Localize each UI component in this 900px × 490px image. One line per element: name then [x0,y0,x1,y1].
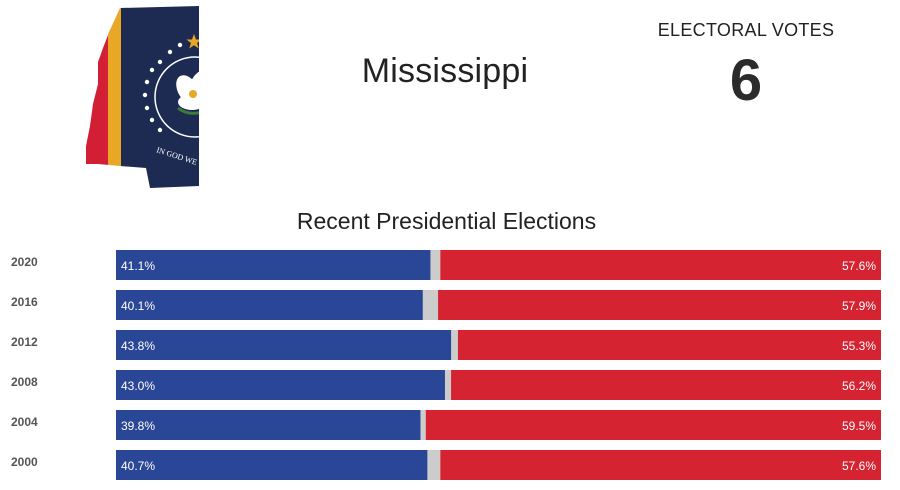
bar-rep-2016 [438,290,881,320]
mississippi-flag-map: IN GOD WE [86,6,199,188]
year-label-2016: 2016 [11,295,38,309]
electoral-votes-value: 6 [729,48,763,113]
gold-star-icon [186,34,199,49]
bar-rep-2000 [440,450,881,480]
label-rep-2004: 59.5% [842,419,876,433]
year-label-2012: 2012 [11,335,38,349]
state-name: Mississippi [361,52,529,90]
bar-dem-2020 [116,250,431,280]
year-label-2020: 2020 [11,255,38,269]
label-dem-2020: 41.1% [121,259,155,273]
magnolia-icon [176,70,199,115]
bar-rep-2012 [457,330,881,360]
chart-title: Recent Presidential Elections [296,208,597,234]
electoral-votes-label: ELECTORAL VOTES [657,20,835,40]
label-dem-2012: 43.8% [121,339,155,353]
year-label-2000: 2000 [11,455,38,469]
bar-dem-2012 [116,330,452,360]
label-rep-2008: 56.2% [842,379,876,393]
seal-ring [154,56,199,138]
star-ring [142,42,183,133]
bar-rep-2020 [440,250,881,280]
label-dem-2004: 39.8% [121,419,155,433]
label-rep-2016: 57.9% [842,299,876,313]
label-dem-2000: 40.7% [121,459,155,473]
bar-dem-2000 [116,450,428,480]
label-rep-2020: 57.6% [842,259,876,273]
label-dem-2016: 40.1% [121,299,155,313]
year-label-2004: 2004 [11,415,38,429]
bar-rep-2008 [451,370,881,400]
label-rep-2000: 57.6% [842,459,876,473]
flag-gold-stripe [108,6,121,188]
label-rep-2012: 55.3% [842,339,876,353]
bar-dem-2004 [116,410,421,440]
bar-rep-2004 [425,410,881,440]
bar-dem-2016 [116,290,423,320]
label-dem-2008: 43.0% [121,379,155,393]
bar-dem-2008 [116,370,445,400]
year-label-2008: 2008 [11,375,38,389]
